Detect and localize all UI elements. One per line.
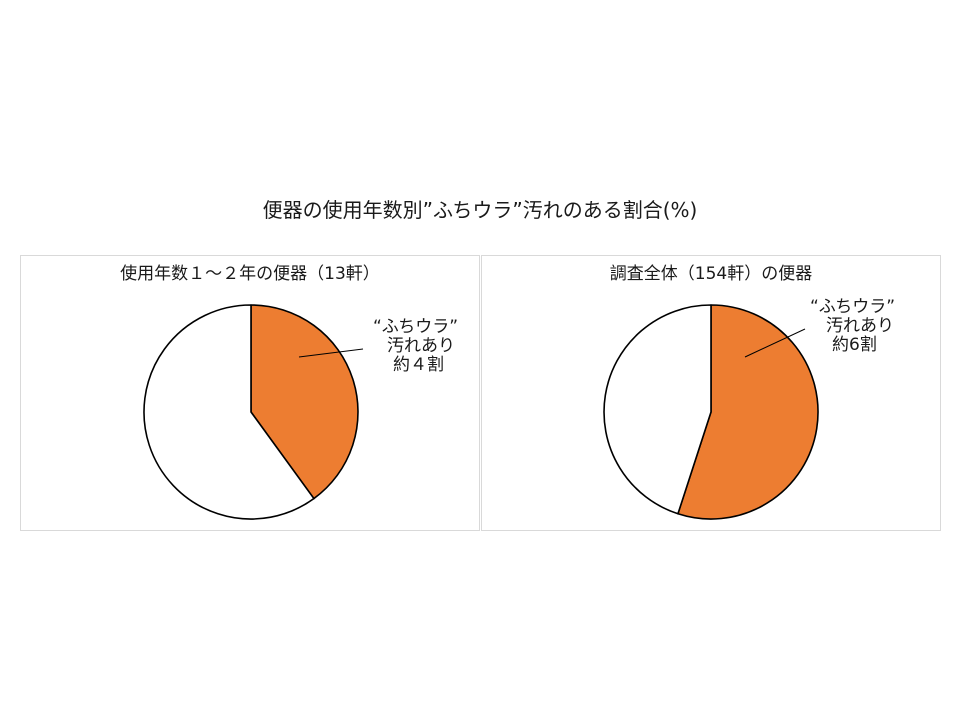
chart-title: 使用年数１～２年の便器（13軒） [120,264,380,284]
pie-chart-all-toilets: 調査全体（154軒）の便器 “ふちウラ” 汚れあり 約6割 [481,255,941,531]
pie-slice-stained [677,304,819,520]
chart-title: 調査全体（154軒）の便器 [609,264,813,284]
annotation-line-1: “ふちウラ” [373,317,459,337]
annotation-line-1: “ふちウラ” [810,297,896,317]
slice-annotation: “ふちウラ” 汚れあり 約6割 [810,298,895,355]
pie-svg [143,304,364,520]
leader-line [298,348,364,358]
pie-chart-recent-toilets: 使用年数１～２年の便器（13軒） “ふちウラ” 汚れあり 約４割 [20,255,480,531]
slide-title: 便器の使用年数別”ふちウラ”汚れのある割合(%) [262,198,698,222]
annotation-line-2: 汚れあり [826,316,894,336]
pie-slice-other [143,304,315,520]
pie-svg [603,304,819,520]
slice-annotation: “ふちウラ” 汚れあり 約４割 [373,318,458,375]
pie-slice-other [603,304,712,515]
annotation-line-2: 汚れあり [387,336,455,356]
annotation-line-3: 約４割 [393,355,444,375]
leader-line [744,328,806,358]
annotation-line-3: 約6割 [832,335,877,355]
